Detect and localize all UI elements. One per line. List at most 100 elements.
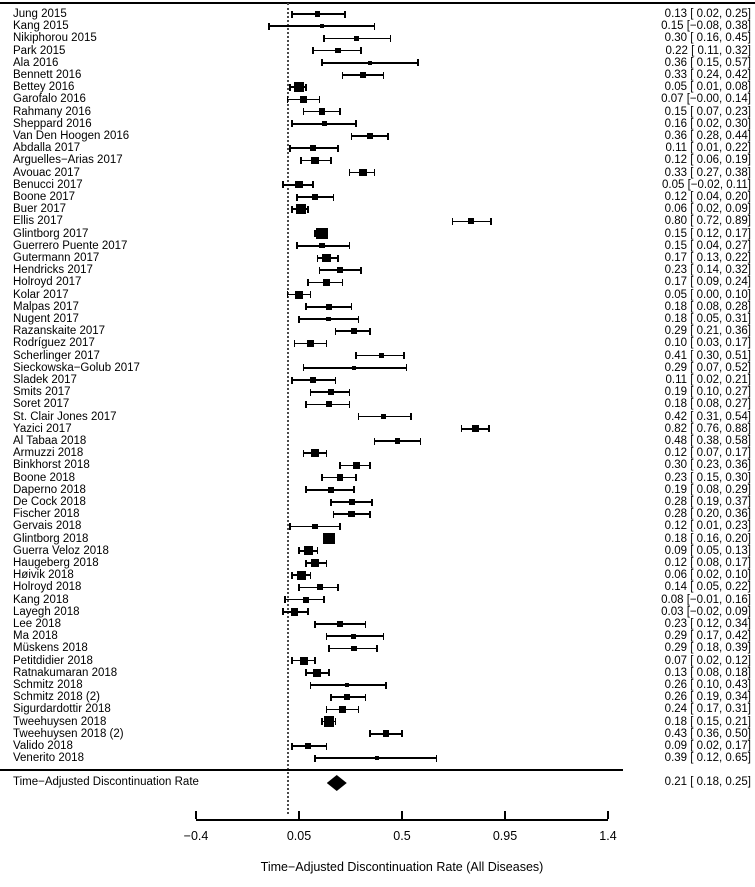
ci-cap-left (305, 303, 307, 311)
study-estimate-value: 0.41 [ 0.30, 0.51] (664, 349, 751, 362)
point-estimate-marker (299, 656, 308, 665)
point-estimate-marker (295, 181, 303, 189)
ci-cap-left (289, 83, 291, 91)
study-estimate-value: 0.18 [ 0.16, 0.20] (664, 532, 751, 545)
study-estimate-value: 0.82 [ 0.76, 0.88] (664, 422, 751, 435)
point-estimate-marker (294, 290, 304, 299)
study-name-label: Tweehuysen 2018 (2) (13, 727, 124, 740)
x-axis-tick (298, 811, 300, 819)
ci-cap-right (337, 254, 339, 262)
point-estimate-marker (309, 145, 316, 151)
study-name-label: Binkhorst 2018 (13, 459, 90, 472)
ci-cap-right (337, 144, 339, 152)
ci-cap-left (268, 22, 271, 30)
ci-cap-left (314, 620, 316, 628)
zero-reference-line (286, 3, 289, 814)
study-estimate-value: 0.11 [ 0.01, 0.22] (665, 142, 751, 155)
study-estimate-value: 0.15 [ 0.04, 0.27] (664, 239, 751, 252)
study-estimate-value: 0.05 [ 0.01, 0.08] (664, 81, 751, 94)
point-estimate-marker (350, 327, 358, 335)
ci-cap-left (300, 156, 303, 164)
point-estimate-marker (328, 487, 334, 493)
ci-cap-right (309, 571, 312, 579)
x-axis-tick (401, 811, 403, 819)
study-name-label: Glintborg 2018 (13, 532, 89, 545)
study-name-label: Benucci 2017 (13, 178, 83, 191)
ci-cap-right (325, 449, 328, 457)
study-name-label: De Cock 2018 (13, 496, 86, 508)
summary-separator-line (0, 769, 623, 771)
x-axis-tick (504, 811, 506, 819)
ci-cap-right (371, 498, 374, 506)
ci-cap-right (323, 596, 325, 604)
study-name-label: Layegh 2018 (13, 605, 80, 618)
study-estimate-value: 0.06 [ 0.02, 0.09] (664, 203, 751, 216)
study-name-label: Boone 2017 (13, 191, 76, 203)
x-axis-tick (195, 811, 197, 819)
x-axis-tick-label: 0.05 (286, 829, 312, 843)
ci-cap-left (311, 47, 314, 55)
ci-cap-left (291, 742, 293, 750)
study-name-label: Fischer 2018 (13, 508, 80, 521)
ci-cap-left (314, 754, 316, 762)
study-name-label: Gervais 2018 (13, 520, 82, 533)
point-estimate-marker (290, 607, 299, 616)
point-estimate-marker (316, 584, 323, 591)
study-estimate-value: 0.18 [ 0.05, 0.31] (664, 313, 751, 325)
study-name-label: Arguelles−Arias 2017 (13, 154, 123, 167)
point-estimate-marker (343, 693, 351, 701)
point-estimate-marker (335, 47, 341, 54)
ci-cap-right (355, 474, 358, 482)
summary-diamond (326, 775, 347, 791)
ci-cap-left (325, 632, 328, 640)
study-name-label: Ratnakumaran 2018 (13, 666, 118, 679)
ci-cap-right (369, 327, 371, 335)
study-estimate-value: 0.26 [ 0.10, 0.43] (664, 679, 751, 691)
ci-cap-right (343, 10, 346, 18)
ci-cap-right (353, 486, 355, 494)
study-name-label: Sieckowska−Golub 2017 (13, 361, 140, 374)
study-estimate-value: 0.15 [ 0.12, 0.17] (664, 227, 751, 240)
ci-cap-right (348, 388, 351, 396)
study-name-label: Venerito 2018 (13, 752, 84, 765)
study-estimate-value: 0.12 [ 0.01, 0.23] (664, 520, 751, 533)
ci-cap-right (387, 132, 390, 140)
study-name-label: Bettey 2016 (13, 81, 75, 94)
x-axis-tick-label: 1.4 (599, 829, 617, 843)
point-estimate-marker (375, 756, 379, 760)
study-estimate-value: 0.12 [ 0.07, 0.17] (664, 447, 751, 460)
summary-row-label: Time−Adjusted Discontinuation Rate (13, 776, 199, 788)
ci-cap-right (357, 705, 360, 713)
point-estimate-marker (394, 438, 401, 444)
study-name-label: Sladek 2017 (13, 374, 77, 386)
ci-cap-left (341, 71, 344, 79)
point-estimate-marker (323, 716, 334, 727)
study-estimate-value: 0.13 [ 0.08, 0.18] (664, 666, 751, 679)
x-axis-tick-label: 0.5 (393, 829, 411, 843)
ci-cap-right (382, 632, 385, 640)
study-name-label: Tweehuysen 2018 (13, 715, 107, 728)
ci-cap-right (369, 461, 371, 469)
study-name-label: Boone 2018 (13, 471, 76, 484)
study-name-label: Nikiphorou 2015 (13, 32, 97, 45)
study-name-label: Van Den Hoogen 2016 (13, 130, 130, 142)
ci-cap-left (321, 474, 323, 482)
study-estimate-value: 0.29 [ 0.17, 0.42] (664, 630, 751, 643)
study-estimate-value: 0.09 [ 0.02, 0.17] (664, 740, 751, 752)
study-estimate-value: 0.80 [ 0.72, 0.89] (664, 215, 751, 228)
study-estimate-value: 0.26 [ 0.19, 0.34] (664, 691, 751, 704)
ci-cap-left (460, 425, 463, 433)
ci-cap-right (316, 547, 319, 555)
study-estimate-value: 0.12 [ 0.08, 0.17] (664, 557, 751, 569)
study-name-label: Guerrero Puente 2017 (13, 239, 128, 252)
point-estimate-marker (323, 532, 335, 545)
ci-cap-left (318, 266, 321, 274)
study-estimate-value: 0.23 [ 0.15, 0.30] (664, 471, 751, 484)
top-border-line (0, 2, 755, 4)
point-estimate-marker (336, 474, 344, 481)
study-name-label: Rahmany 2016 (13, 105, 91, 118)
study-name-label: St. Clair Jones 2017 (13, 410, 117, 423)
ci-cap-right (355, 120, 358, 128)
point-estimate-marker (337, 621, 343, 627)
